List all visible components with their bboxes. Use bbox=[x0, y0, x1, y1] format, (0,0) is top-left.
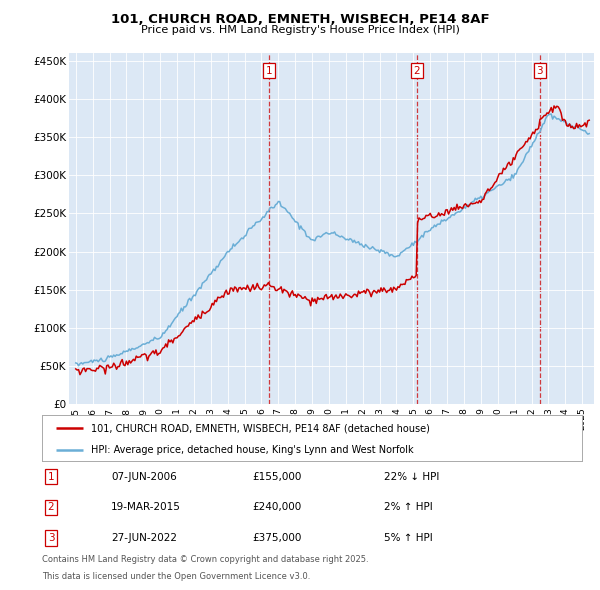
Text: 1: 1 bbox=[47, 472, 55, 481]
Text: 101, CHURCH ROAD, EMNETH, WISBECH, PE14 8AF (detached house): 101, CHURCH ROAD, EMNETH, WISBECH, PE14 … bbox=[91, 423, 430, 433]
Text: 2: 2 bbox=[47, 503, 55, 512]
Text: 22% ↓ HPI: 22% ↓ HPI bbox=[384, 472, 439, 481]
Text: 1: 1 bbox=[266, 65, 272, 76]
Text: 07-JUN-2006: 07-JUN-2006 bbox=[111, 472, 177, 481]
Text: Price paid vs. HM Land Registry's House Price Index (HPI): Price paid vs. HM Land Registry's House … bbox=[140, 25, 460, 35]
Text: 2: 2 bbox=[413, 65, 420, 76]
Text: 19-MAR-2015: 19-MAR-2015 bbox=[111, 503, 181, 512]
Text: Contains HM Land Registry data © Crown copyright and database right 2025.: Contains HM Land Registry data © Crown c… bbox=[42, 555, 368, 564]
Text: 3: 3 bbox=[47, 533, 55, 543]
Text: £240,000: £240,000 bbox=[252, 503, 301, 512]
Text: 2% ↑ HPI: 2% ↑ HPI bbox=[384, 503, 433, 512]
Text: £375,000: £375,000 bbox=[252, 533, 301, 543]
Text: 101, CHURCH ROAD, EMNETH, WISBECH, PE14 8AF: 101, CHURCH ROAD, EMNETH, WISBECH, PE14 … bbox=[110, 13, 490, 26]
Text: 27-JUN-2022: 27-JUN-2022 bbox=[111, 533, 177, 543]
Text: This data is licensed under the Open Government Licence v3.0.: This data is licensed under the Open Gov… bbox=[42, 572, 310, 581]
Text: £155,000: £155,000 bbox=[252, 472, 301, 481]
Text: HPI: Average price, detached house, King's Lynn and West Norfolk: HPI: Average price, detached house, King… bbox=[91, 445, 413, 455]
Text: 3: 3 bbox=[536, 65, 543, 76]
Text: 5% ↑ HPI: 5% ↑ HPI bbox=[384, 533, 433, 543]
